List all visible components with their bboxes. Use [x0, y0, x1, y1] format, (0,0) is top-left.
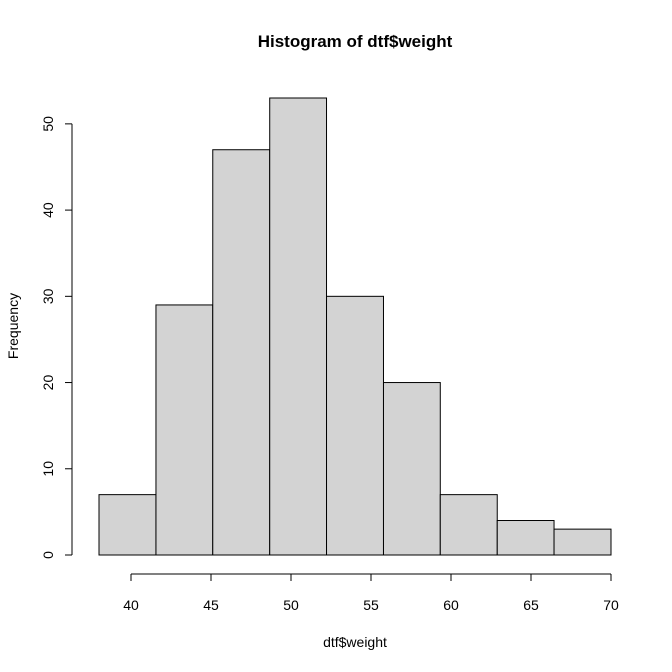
x-tick-label: 55: [363, 597, 379, 613]
y-tick-label: 50: [40, 116, 56, 132]
x-tick-label: 60: [443, 597, 459, 613]
histogram-bar: [155, 304, 214, 556]
histogram-bar: [439, 494, 498, 556]
x-tick-label: 65: [523, 597, 539, 613]
y-axis: 0 10 20 30 40 50: [40, 116, 73, 559]
bars-group: [98, 97, 612, 556]
y-axis-label: Frequency: [5, 293, 21, 359]
y-tick-label: 20: [40, 375, 56, 391]
y-tick-label: 10: [40, 461, 56, 477]
y-tick-label: 0: [40, 551, 56, 559]
histogram-bar: [496, 520, 555, 556]
y-tick-label: 30: [40, 288, 56, 304]
x-axis-label: dtf$weight: [323, 634, 387, 650]
x-tick-label: 50: [283, 597, 299, 613]
histogram-bar: [382, 382, 441, 556]
histogram-bar: [553, 528, 612, 556]
histogram-bar: [98, 494, 157, 556]
y-tick-label: 40: [40, 202, 56, 218]
x-tick-label: 70: [603, 597, 619, 613]
histogram-bar: [212, 149, 271, 556]
x-tick-label: 45: [203, 597, 219, 613]
chart-title: Histogram of dtf$weight: [258, 32, 453, 51]
x-axis: 40 45 50 55 60 65 70: [123, 573, 619, 613]
histogram-bar: [326, 295, 384, 556]
x-tick-label: 40: [123, 597, 139, 613]
histogram-bar: [269, 97, 328, 556]
